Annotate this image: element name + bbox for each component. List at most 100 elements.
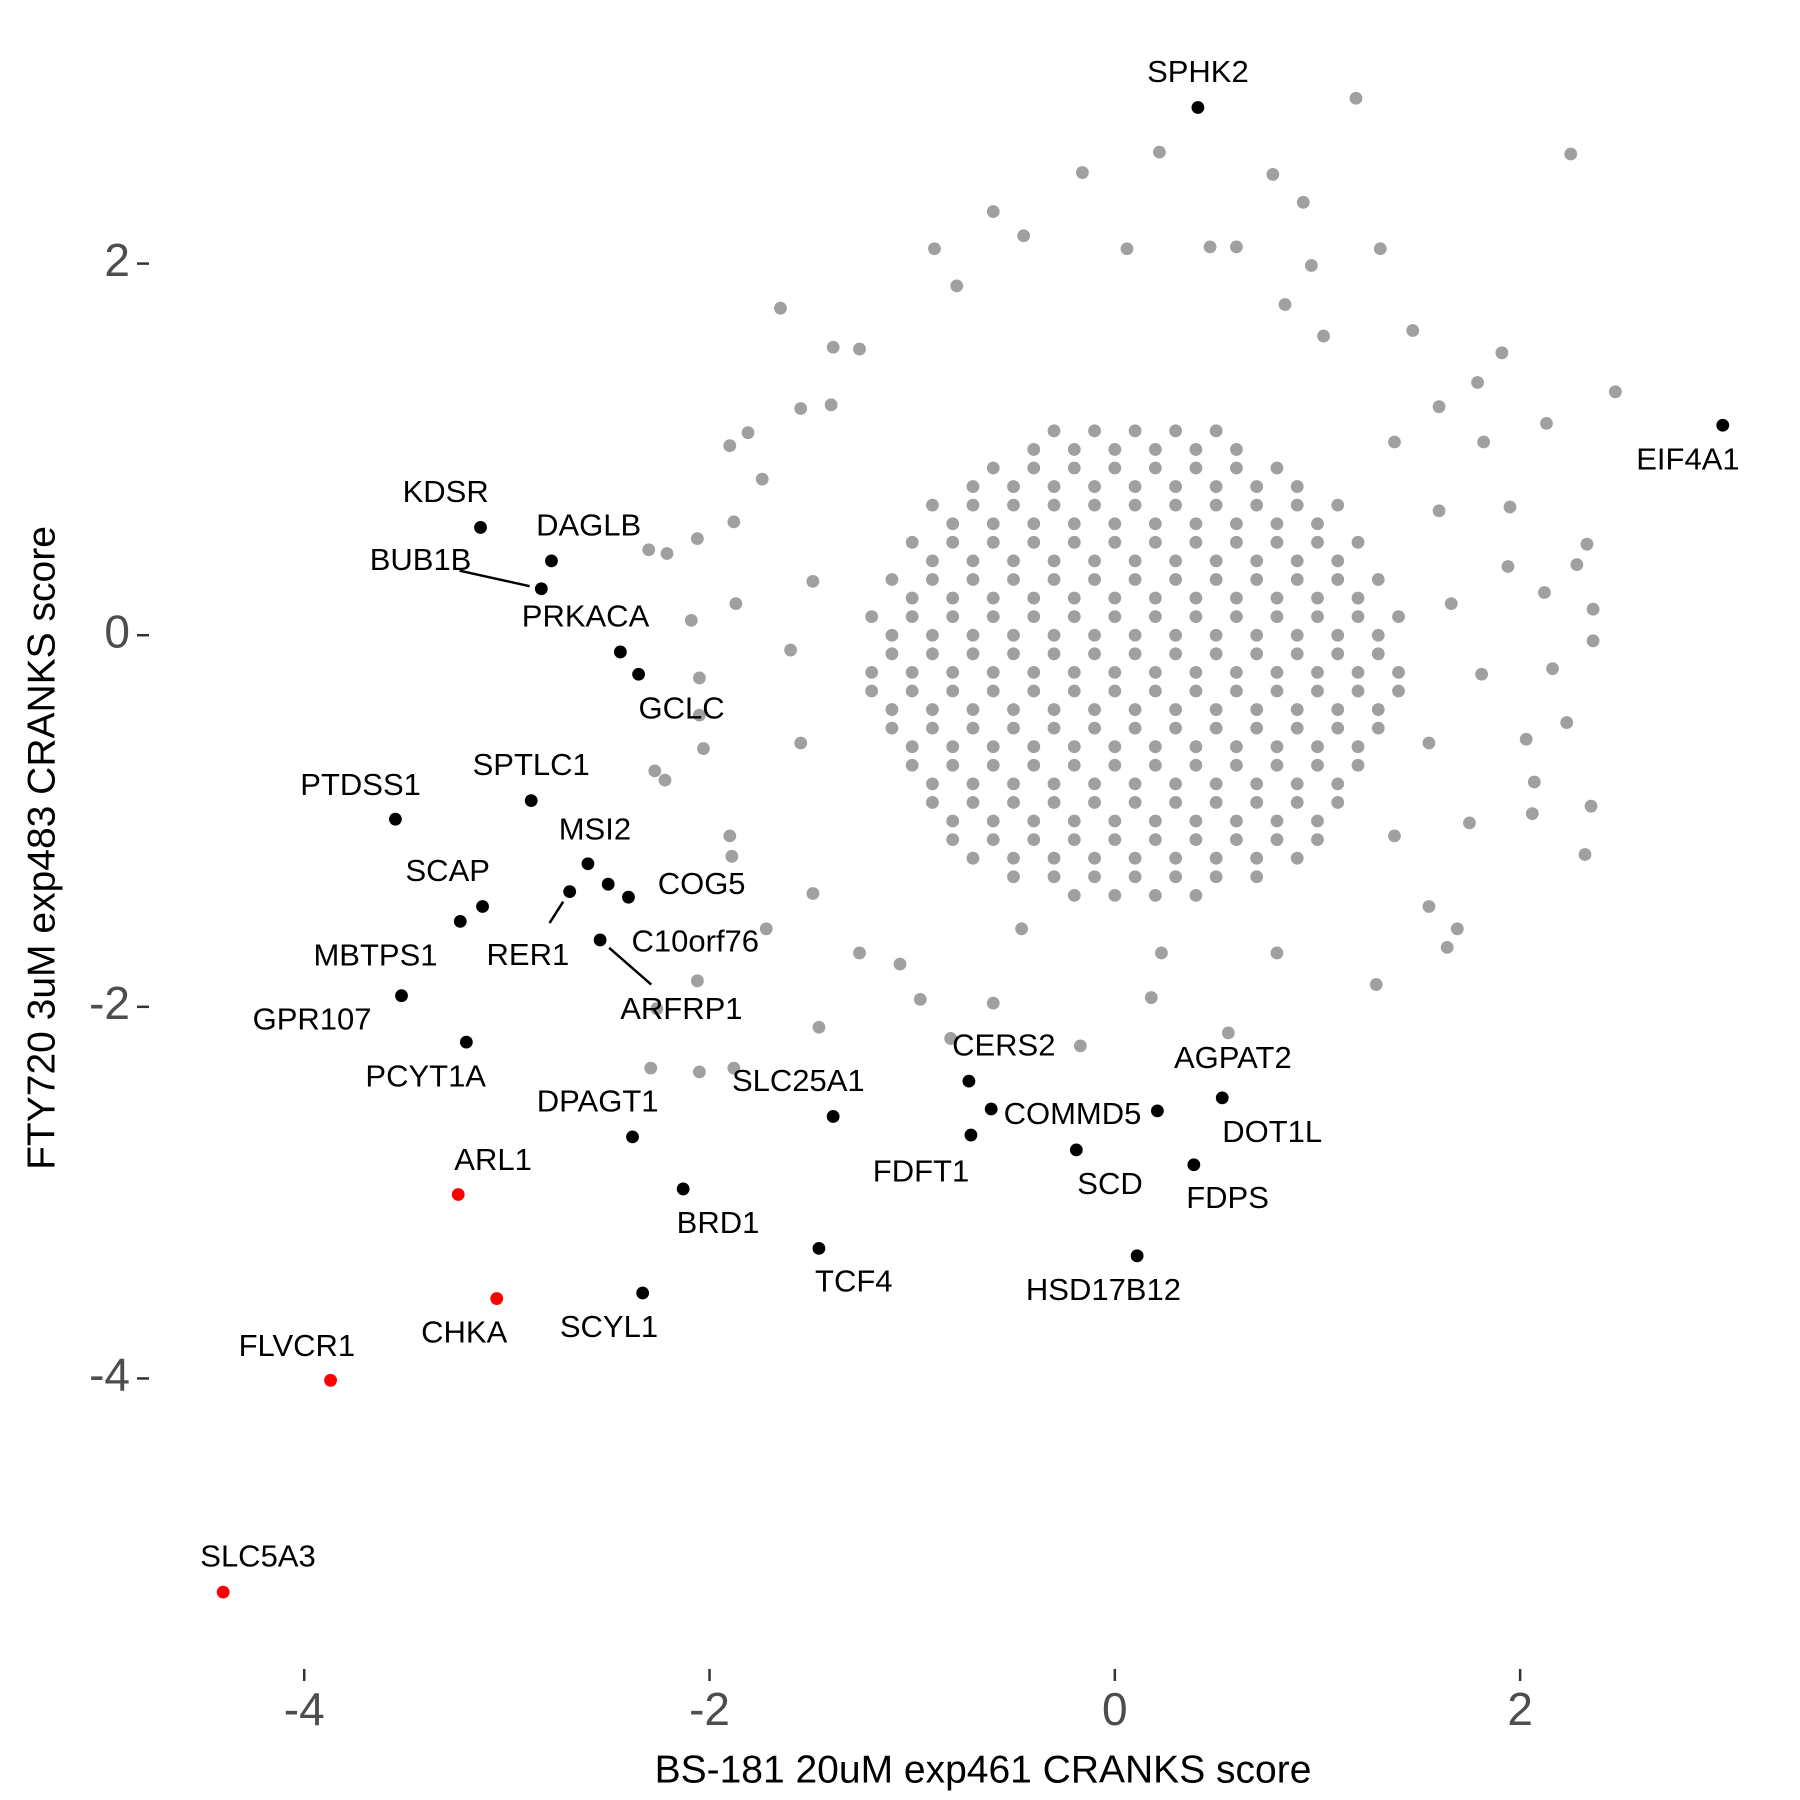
y-tick-label: 0 [104, 605, 130, 657]
point [1108, 814, 1122, 828]
point [1250, 628, 1264, 642]
point [1311, 833, 1324, 847]
point [1250, 870, 1264, 884]
point [1169, 851, 1183, 865]
point [986, 833, 1000, 847]
point [913, 993, 927, 1006]
point [1144, 991, 1158, 1004]
point [723, 439, 737, 453]
point [1270, 740, 1284, 754]
point [642, 543, 656, 557]
point [905, 535, 919, 549]
point [1290, 777, 1304, 791]
point [1450, 922, 1464, 936]
point [1270, 610, 1284, 624]
point [946, 814, 960, 828]
point [1250, 796, 1264, 809]
point [1169, 796, 1183, 809]
point [1331, 647, 1345, 661]
point [1331, 721, 1345, 735]
point [946, 684, 960, 698]
point [1250, 721, 1264, 735]
point [1067, 461, 1081, 475]
point [1471, 376, 1484, 389]
point [1128, 777, 1142, 791]
point [1250, 554, 1264, 568]
point [1209, 424, 1223, 438]
point [1148, 814, 1162, 828]
point [1027, 684, 1041, 698]
point [1007, 554, 1020, 568]
highlight-point [490, 1292, 504, 1305]
point [1067, 814, 1081, 828]
point [905, 684, 919, 698]
point [1351, 591, 1365, 605]
point [1351, 610, 1365, 624]
point [946, 833, 960, 847]
point [1527, 775, 1541, 789]
point [928, 242, 941, 256]
point [1331, 628, 1345, 642]
point [885, 628, 899, 642]
point [1270, 833, 1284, 847]
point [1570, 558, 1584, 572]
point [1608, 385, 1622, 399]
point [905, 758, 919, 772]
point [885, 721, 899, 735]
point [1209, 573, 1223, 586]
point [1017, 229, 1031, 243]
point-label: PRKACA [522, 598, 650, 633]
y-tick-label: -4 [89, 1349, 130, 1401]
point [1230, 758, 1243, 772]
point [1209, 851, 1223, 865]
point [926, 573, 939, 586]
point-label: AGPAT2 [1174, 1040, 1292, 1075]
point [865, 665, 879, 679]
point [1331, 777, 1345, 791]
point [1128, 721, 1142, 735]
point [1189, 535, 1203, 549]
point-label: RER1 [487, 937, 570, 972]
point [1290, 703, 1304, 716]
point [946, 758, 960, 772]
point [684, 613, 698, 627]
point [1270, 946, 1284, 960]
point [1148, 461, 1162, 475]
point [905, 610, 919, 624]
point [1128, 498, 1142, 512]
point [966, 703, 980, 716]
point [1290, 721, 1304, 735]
point [1047, 870, 1061, 884]
point-label: PTDSS1 [300, 767, 421, 802]
point [1128, 424, 1142, 438]
point [1311, 758, 1324, 772]
point [1230, 535, 1243, 549]
highlight-point [964, 1128, 978, 1142]
point [1169, 573, 1183, 586]
point [1580, 537, 1594, 551]
point-label: DAGLB [536, 507, 641, 542]
point [1088, 424, 1101, 438]
point [1189, 517, 1203, 531]
point [1584, 799, 1598, 813]
point [1027, 665, 1041, 679]
point [1296, 195, 1310, 209]
point [1169, 554, 1183, 568]
point [1369, 978, 1383, 991]
point [905, 665, 919, 679]
point [727, 1061, 741, 1075]
point [1128, 647, 1142, 661]
point [1230, 665, 1243, 679]
point [723, 829, 737, 843]
point [1128, 628, 1142, 642]
point [1007, 573, 1020, 586]
point [1128, 703, 1142, 716]
point [1290, 796, 1304, 809]
point-label: PCYT1A [365, 1058, 486, 1093]
point [1495, 346, 1509, 360]
point [986, 996, 1000, 1010]
point [1169, 480, 1183, 493]
point [1169, 424, 1183, 438]
point [1371, 628, 1385, 642]
point [1444, 597, 1458, 611]
